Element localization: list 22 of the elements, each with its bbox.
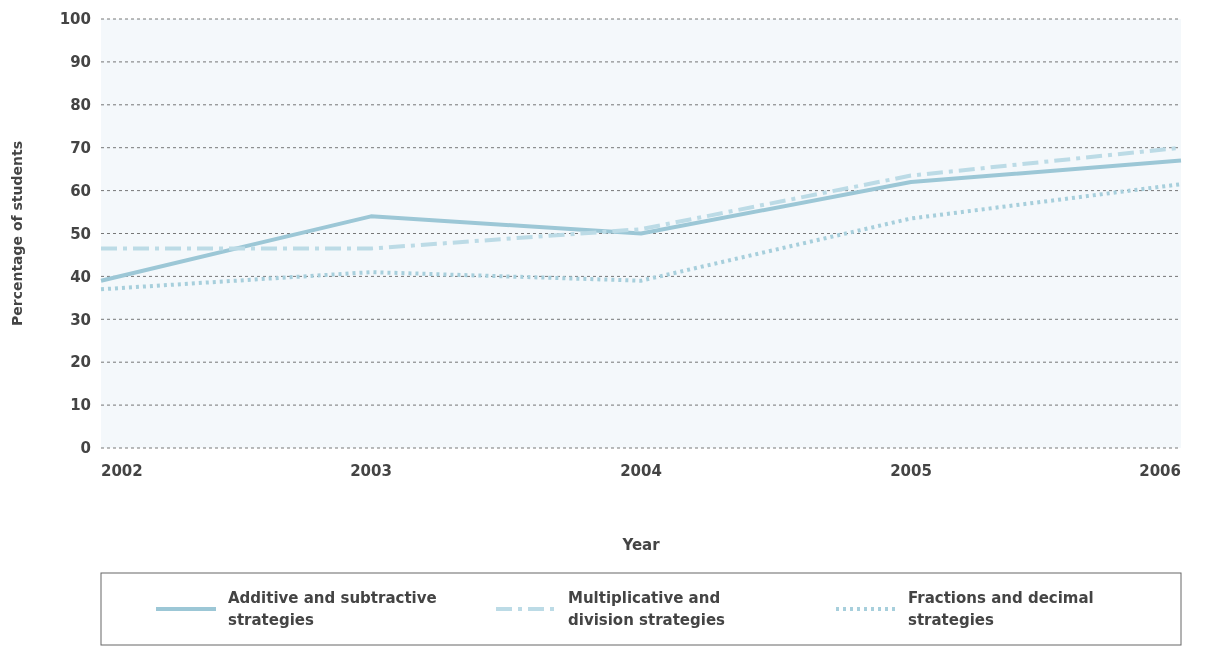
legend-label: Additive and subtractive strategies — [228, 589, 437, 629]
y-tick-label: 20 — [70, 353, 91, 372]
x-tick-label: 2004 — [620, 462, 662, 480]
y-tick-label: 80 — [70, 96, 91, 115]
y-tick-label: 90 — [70, 53, 91, 72]
x-axis-title: Year — [621, 536, 661, 554]
y-tick-label: 60 — [70, 181, 91, 200]
x-tick-label: 2002 — [101, 462, 143, 480]
y-tick-label: 10 — [70, 396, 91, 415]
y-tick-label: 0 — [80, 439, 91, 458]
x-tick-label: 2003 — [350, 462, 392, 480]
line-series — [99, 158, 1183, 283]
legend-label: Multiplicative and division strategies — [568, 589, 726, 629]
y-tick-label: 40 — [70, 267, 91, 286]
x-tick-label: 2006 — [1139, 462, 1181, 480]
x-tick-label: 2005 — [890, 462, 932, 480]
y-tick-label: 30 — [70, 310, 91, 329]
y-tick-label: 50 — [70, 224, 91, 243]
legend-label: Fractions and decimal strategies — [908, 589, 1094, 629]
y-tick-label: 70 — [70, 138, 91, 157]
y-tick-label: 100 — [59, 10, 91, 29]
y-axis-title: Percentage of students — [9, 140, 25, 327]
